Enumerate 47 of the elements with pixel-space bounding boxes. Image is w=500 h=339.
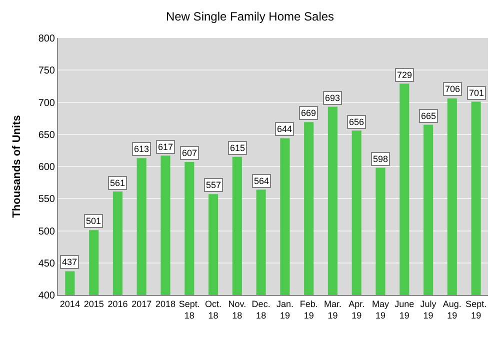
data-label: 701 <box>469 88 484 98</box>
x-tick-label: Nov. 18 <box>228 298 246 320</box>
y-tick-label: 600 <box>38 162 56 173</box>
data-label: 564 <box>254 176 270 186</box>
data-label: 613 <box>134 144 150 154</box>
x-tick-label: July 19 <box>420 298 437 320</box>
data-label: 706 <box>445 84 460 94</box>
x-tick-label: 2015 <box>84 298 104 309</box>
data-label: 501 <box>86 216 102 226</box>
data-label: 598 <box>373 154 388 164</box>
data-label: 656 <box>349 117 364 127</box>
data-label: 561 <box>110 178 126 188</box>
data-label: 729 <box>397 70 412 80</box>
x-tick-label: Aug. 19 <box>442 298 462 320</box>
y-tick-label: 800 <box>38 34 56 44</box>
data-label: 437 <box>62 257 78 267</box>
x-tick-label: June 19 <box>394 298 414 320</box>
y-tick-label: 450 <box>38 258 56 270</box>
x-tick-label: 2017 <box>132 298 152 309</box>
data-label: 665 <box>421 111 436 121</box>
x-tick-label: Mar. 19 <box>324 298 342 320</box>
x-tick-label: Oct. 18 <box>205 298 222 320</box>
x-tick-label: Feb. 19 <box>300 298 318 320</box>
y-tick-label: 700 <box>38 98 56 109</box>
x-tick-label: Jan. 19 <box>276 298 294 320</box>
y-tick-label: 550 <box>38 194 56 206</box>
x-tick-label: Sept. 19 <box>466 298 487 320</box>
data-label: 669 <box>301 108 316 118</box>
x-tick-label: 2018 <box>155 298 176 309</box>
x-tick-label: Apr. 19 <box>348 298 365 320</box>
chart-title: New Single Family Home Sales <box>166 9 334 24</box>
x-tick-label: 2014 <box>60 298 80 309</box>
y-tick-label: 750 <box>38 66 56 77</box>
data-label: 693 <box>325 93 340 103</box>
x-tick-label: Dec. 18 <box>252 298 270 320</box>
data-label: 644 <box>277 124 292 134</box>
data-label: 615 <box>230 143 246 153</box>
x-tick-label: 2016 <box>108 298 128 309</box>
data-label: 607 <box>182 148 198 158</box>
y-axis-title: Thousands of Units <box>10 115 23 218</box>
y-tick-label: 400 <box>38 290 56 302</box>
data-label: 557 <box>206 180 222 190</box>
x-tick-label: May 19 <box>372 298 390 320</box>
x-tick-label: Sept. 18 <box>178 298 200 320</box>
y-tick-label: 650 <box>38 130 56 141</box>
data-label: 617 <box>158 142 174 152</box>
y-tick-label: 500 <box>38 226 56 238</box>
